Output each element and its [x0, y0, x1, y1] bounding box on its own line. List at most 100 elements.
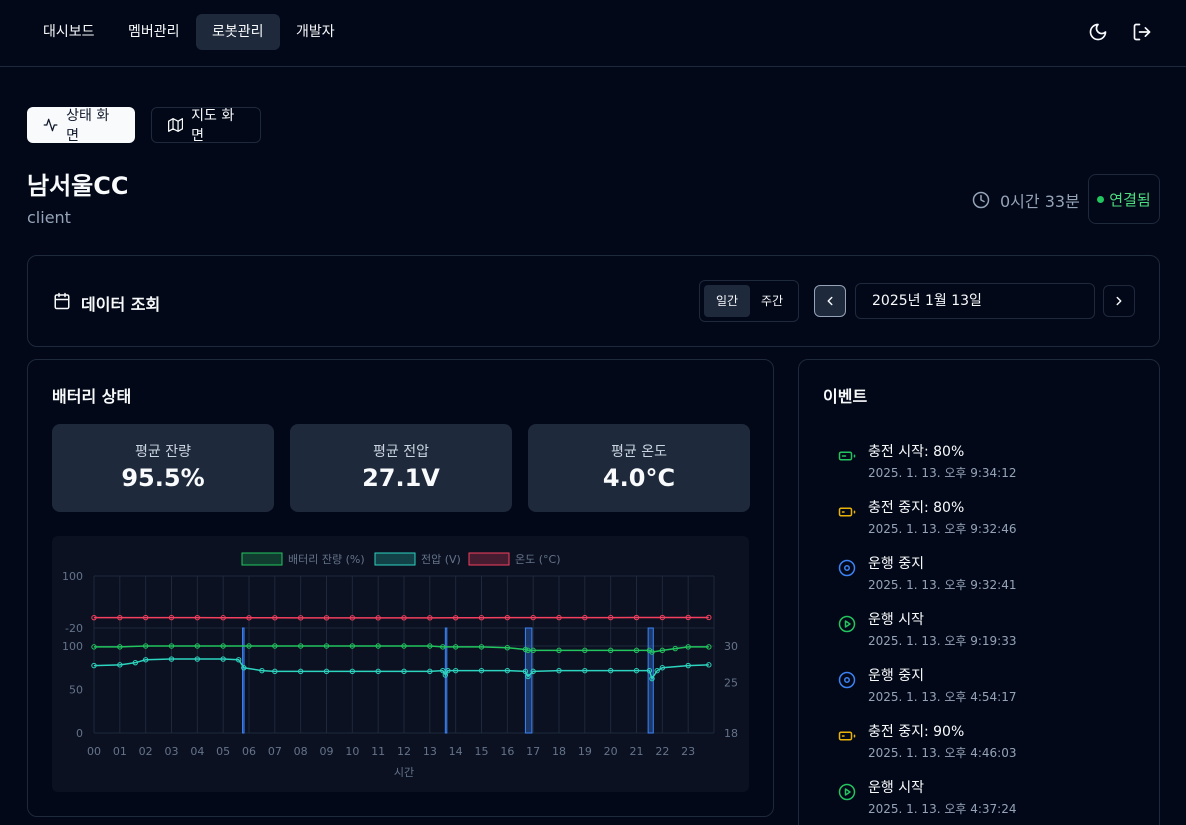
highlight-span	[524, 627, 533, 734]
legend-label: 전압 (V)	[421, 553, 461, 566]
series-point	[530, 668, 536, 675]
nav-item-robots[interactable]: 로봇관리	[196, 14, 280, 50]
series-point	[323, 643, 330, 649]
x-tick-label: 22	[655, 745, 669, 758]
moon-icon[interactable]	[1088, 22, 1108, 42]
status-view-label: 상태 화면	[66, 108, 110, 144]
series-point	[706, 662, 712, 668]
y-tick-label: 100	[62, 640, 83, 653]
series-point	[440, 667, 446, 674]
date-field[interactable]: 2025년 1월 13일	[855, 283, 1095, 319]
robot-name: 남서울CC	[27, 172, 129, 200]
data-query-title: 데이터 조회	[81, 295, 161, 314]
nav-item-dashboard[interactable]: 대시보드	[43, 24, 95, 40]
series-point	[706, 644, 712, 650]
series-point	[530, 614, 536, 621]
series-point	[659, 614, 666, 621]
event-time: 2025. 1. 13. 오후 4:37:24	[868, 802, 1017, 816]
status-view-button[interactable]: 상태 화면	[27, 107, 135, 144]
series-point	[478, 644, 485, 650]
series-point	[272, 643, 278, 649]
logout-icon[interactable]	[1132, 22, 1152, 42]
chevron-left-icon	[827, 296, 833, 306]
series-point	[375, 643, 381, 649]
y-tick-label: 30	[724, 640, 738, 653]
series-point	[582, 667, 588, 674]
chevron-right-icon	[1116, 296, 1122, 306]
map-view-label: 지도 화면	[191, 108, 235, 144]
event-time: 2025. 1. 13. 오후 9:32:41	[868, 578, 1017, 592]
map-view-button[interactable]: 지도 화면	[151, 107, 261, 144]
events-title: 이벤트	[823, 387, 868, 406]
x-tick-label: 11	[371, 745, 385, 758]
battery-icon	[838, 731, 856, 741]
next-date-button[interactable]	[1103, 285, 1135, 317]
series-point	[297, 615, 304, 621]
series-point	[522, 668, 529, 675]
series-point	[241, 665, 247, 671]
y-tick-label: 18	[724, 727, 738, 740]
series-point	[117, 662, 123, 668]
stat-value: 95.5%	[121, 464, 205, 492]
series-point	[685, 614, 691, 621]
daily-toggle[interactable]: 일간	[704, 285, 751, 317]
series-point	[427, 643, 433, 649]
nav-item-developer[interactable]: 개발자	[296, 24, 335, 40]
x-tick-label: 15	[475, 745, 489, 758]
y-tick-label: 100	[62, 570, 83, 583]
battery-charging-icon	[838, 451, 856, 461]
series-point	[525, 673, 531, 680]
y-tick-label: 25	[724, 676, 738, 689]
series-point	[246, 615, 252, 621]
series-point	[401, 668, 407, 675]
events-card: 이벤트	[798, 359, 1160, 825]
stat-avg-temp: 평균 온도 4.0°C	[528, 424, 750, 512]
weekly-toggle[interactable]: 주간	[761, 294, 784, 308]
series-point	[654, 667, 660, 674]
series-point	[659, 665, 666, 671]
series-point	[349, 615, 356, 621]
x-tick-label: 00	[87, 745, 101, 758]
series-point	[142, 614, 149, 621]
prev-date-button[interactable]	[814, 285, 846, 317]
series-point	[259, 667, 265, 674]
battery-chart-svg: 배터리 잔량 (%) 전압 (V) 온도 (°C)100-2010050030251…	[62, 552, 738, 779]
connection-status-text: 연결됨	[1109, 190, 1151, 209]
series-point	[582, 647, 588, 654]
x-tick-label: 19	[578, 745, 592, 758]
series-point	[445, 667, 451, 674]
series-point	[706, 614, 712, 621]
series-point	[452, 615, 459, 621]
legend-swatch	[468, 552, 510, 566]
series-point	[91, 662, 97, 669]
event-time: 2025. 1. 13. 오후 9:19:33	[868, 634, 1017, 648]
x-tick-label: 21	[630, 745, 644, 758]
x-tick-label: 06	[242, 745, 256, 758]
series-point	[607, 647, 614, 654]
series-point	[235, 657, 242, 663]
event-title: 충전 시작: 80%	[868, 444, 965, 460]
series-point	[142, 643, 149, 649]
y-tick-label: 0	[76, 727, 83, 740]
legend-swatch	[241, 552, 283, 566]
legend-label: 배터리 잔량 (%)	[288, 553, 365, 566]
stat-label: 평균 온도	[611, 444, 667, 460]
battery-icon	[838, 507, 856, 517]
series-line	[93, 658, 709, 681]
connection-status-badge: 연결됨	[1088, 174, 1160, 224]
x-tick-label: 18	[552, 745, 566, 758]
event-time: 2025. 1. 13. 오후 4:54:17	[868, 690, 1017, 704]
series-point	[556, 647, 562, 654]
highlight-span	[444, 627, 448, 734]
stat-value: 27.1V	[362, 464, 440, 492]
legend-label: 온도 (°C)	[515, 553, 561, 566]
nav-item-members[interactable]: 멤버관리	[128, 24, 180, 40]
series-point	[633, 614, 640, 621]
y-tick-label: -20	[65, 622, 83, 635]
series-point	[440, 644, 446, 650]
stat-label: 평균 잔량	[135, 444, 191, 460]
series-point	[659, 647, 666, 654]
series-point	[607, 667, 614, 674]
battery-chart: 배터리 잔량 (%) 전압 (V) 온도 (°C) 100 -20 100 50 0 30 25 1…	[52, 536, 749, 792]
x-axis-label: 시간	[394, 766, 414, 779]
